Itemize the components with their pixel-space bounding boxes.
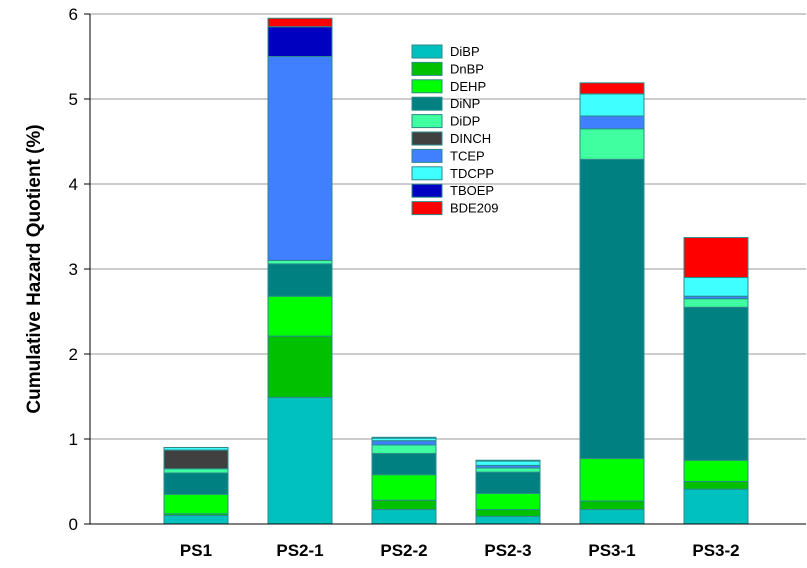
bar-segment-dinp-ps2-1 xyxy=(267,263,333,297)
y-tick-label: 4 xyxy=(69,175,78,194)
bar-segment-dinp-ps2-3 xyxy=(475,471,541,494)
legend-label-dinch: DINCH xyxy=(450,131,491,146)
axes xyxy=(84,13,806,525)
legend-label-dibp: DiBP xyxy=(450,44,480,59)
y-axis-title: Cumulative Hazard Quotient (%) xyxy=(24,124,45,413)
bar-segment-dehp-ps3-1 xyxy=(579,458,645,502)
y-tick-label: 2 xyxy=(69,345,78,364)
x-category-labels: PS1 PS2-1 PS2-2 PS2-3 PS3-1 PS3-2 xyxy=(180,541,740,560)
bar-segment-bde209-ps3-1 xyxy=(579,82,645,95)
bar-segment-dnbp-ps3-2 xyxy=(683,481,749,490)
legend-label-didp: DiDP xyxy=(450,114,480,129)
legend-swatch-dnbp xyxy=(411,61,443,76)
bar-segment-tboep-ps2-3 xyxy=(475,459,541,462)
bar-segment-tboep-ps2-1 xyxy=(267,26,333,57)
legend-label-bde209: BDE209 xyxy=(450,201,498,216)
bar-segment-didp-ps3-1 xyxy=(579,128,645,160)
y-tick-label: 3 xyxy=(69,260,78,279)
x-category-label: PS2-1 xyxy=(276,541,323,560)
bar-segment-dinp-ps1 xyxy=(163,472,229,495)
bar-segment-dehp-ps3-2 xyxy=(683,459,749,482)
x-category-label: PS3-2 xyxy=(692,541,739,560)
legend-label-tcep: TCEP xyxy=(450,148,485,163)
bar-segment-dinch-ps1 xyxy=(163,449,229,470)
bar-segment-dinp-ps3-2 xyxy=(683,306,749,461)
bar-segment-dehp-ps2-2 xyxy=(371,474,437,501)
legend-swatch-tcep xyxy=(411,148,443,163)
bar-segment-dnbp-ps2-1 xyxy=(267,335,333,398)
legend-swatch-tboep xyxy=(411,183,443,198)
x-category-label: PS3-1 xyxy=(588,541,635,560)
bars xyxy=(163,17,749,525)
y-tick-label: 6 xyxy=(69,5,78,24)
y-tick-labels: 0 1 2 3 4 5 6 xyxy=(69,5,78,534)
y-tick-label: 1 xyxy=(69,430,78,449)
bar-segment-didp-ps2-3 xyxy=(475,467,541,473)
bar-segment-dehp-ps1 xyxy=(163,493,229,515)
legend: DiBP DnBP DEHP DiNP DiDP DINCH TCEP TDCPP TBOEP B… xyxy=(411,44,498,216)
bar-segment-dinp-ps3-1 xyxy=(579,158,645,460)
bar-segment-bde209-ps2-1 xyxy=(267,17,333,28)
legend-label-dinp: DiNP xyxy=(450,96,480,111)
bar-segment-didp-ps1 xyxy=(163,468,229,474)
y-tick-label: 0 xyxy=(69,515,78,534)
bar-segment-dibp-ps3-1 xyxy=(579,509,645,525)
y-tick-label: 5 xyxy=(69,90,78,109)
x-category-label: PS1 xyxy=(180,541,212,560)
bar-segment-bde209-ps3-2 xyxy=(683,237,749,279)
bar-segment-dinp-ps2-2 xyxy=(371,452,437,476)
legend-label-dnbp: DnBP xyxy=(450,61,484,76)
legend-label-dehp: DEHP xyxy=(450,79,486,94)
bar-segment-tdcpp-ps3-2 xyxy=(683,277,749,297)
bar-segment-tboep-ps2-2 xyxy=(371,436,437,439)
bar-segment-dibp-ps1 xyxy=(163,515,229,525)
bar-segment-didp-ps3-2 xyxy=(683,298,749,308)
bar-segment-tcep-ps2-1 xyxy=(267,56,333,261)
bar-segment-didp-ps2-2 xyxy=(371,444,437,454)
x-category-label: PS2-3 xyxy=(484,541,531,560)
legend-swatch-tdcpp xyxy=(411,166,443,181)
bar-segment-didp-ps2-1 xyxy=(267,260,333,265)
legend-swatch-dinch xyxy=(411,131,443,146)
bar-segment-tcep-ps2-2 xyxy=(371,440,437,446)
legend-swatch-bde209 xyxy=(411,201,443,216)
bar-segment-dnbp-ps2-2 xyxy=(371,499,437,511)
legend-swatch-dinp xyxy=(411,96,443,111)
legend-label-tdcpp: TDCPP xyxy=(450,166,494,181)
bar-segment-dnbp-ps3-1 xyxy=(579,500,645,511)
legend-swatch-dehp xyxy=(411,79,443,94)
x-category-label: PS2-2 xyxy=(380,541,427,560)
bar-segment-dehp-ps2-1 xyxy=(267,295,333,337)
legend-swatch-dibp xyxy=(411,44,443,59)
legend-swatch-didp xyxy=(411,114,443,129)
bar-segment-dnbp-ps2-3 xyxy=(475,509,541,517)
bar-segment-dibp-ps2-2 xyxy=(371,509,437,525)
bar-segment-tdcpp-ps2-3 xyxy=(475,460,541,466)
bar-segment-dibp-ps2-1 xyxy=(267,396,333,525)
gridlines xyxy=(90,13,806,440)
bar-segment-tcep-ps3-1 xyxy=(579,115,645,130)
bar-segment-tdcpp-ps3-1 xyxy=(579,93,645,117)
bar-segment-dehp-ps2-3 xyxy=(475,492,541,511)
bar-segment-tdcpp-ps1 xyxy=(163,447,229,451)
bar-segment-dibp-ps3-2 xyxy=(683,488,749,525)
bar-segment-dibp-ps2-3 xyxy=(475,515,541,525)
legend-label-tboep: TBOEP xyxy=(450,183,494,198)
